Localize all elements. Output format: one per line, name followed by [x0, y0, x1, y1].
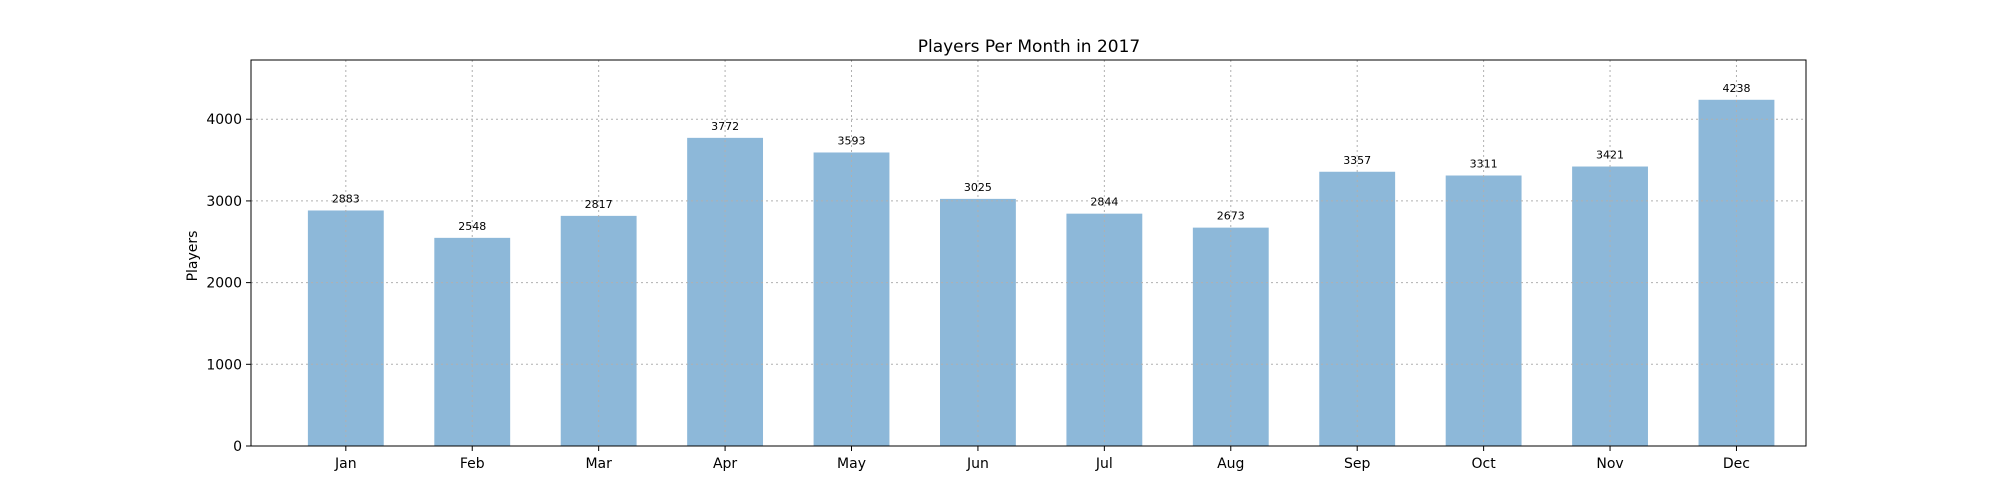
bar-dec: [1698, 99, 1775, 447]
bars-layer: [307, 99, 1775, 447]
x-tick-label: Mar: [585, 456, 612, 472]
value-label: 3593: [838, 134, 866, 147]
y-tick-label: 2000: [206, 276, 242, 292]
x-tick-label: Aug: [1217, 456, 1244, 472]
value-label: 2883: [332, 192, 360, 205]
value-label: 3421: [1596, 149, 1624, 162]
chart-title: Players Per Month in 2017: [918, 37, 1141, 57]
value-label: 4238: [1722, 82, 1750, 95]
y-tick-label: 0: [233, 439, 242, 455]
value-label: 2673: [1217, 210, 1245, 223]
y-tick-label: 1000: [206, 357, 242, 373]
x-tick-label: Jul: [1095, 456, 1113, 472]
bar-sep: [1319, 171, 1396, 446]
bar-jul: [1066, 213, 1143, 446]
x-tick-label: Apr: [713, 456, 737, 472]
value-label: 3772: [711, 120, 739, 133]
data-labels-layer: 2883 2548 2817 3772 3593 3025 2844 2673 3357 3311…: [332, 82, 1751, 233]
y-tick-label: 4000: [206, 112, 242, 128]
value-label: 3311: [1470, 158, 1498, 171]
x-tick-label: Dec: [1723, 456, 1750, 472]
value-label: 2844: [1090, 196, 1118, 209]
x-tick-label: Jun: [966, 456, 989, 472]
x-tick-label: Oct: [1472, 456, 1497, 472]
value-label: 2817: [585, 198, 613, 211]
x-axis-ticks: Jan Feb Mar Apr May Jun Jul Aug Sep Oct Nov Dec: [334, 446, 1750, 472]
y-axis-label: Players: [185, 231, 201, 282]
x-tick-label: Nov: [1596, 456, 1623, 472]
x-tick-label: Feb: [460, 456, 485, 472]
x-tick-label: May: [837, 456, 866, 472]
value-label: 3357: [1343, 154, 1371, 167]
x-tick-label: Jan: [334, 456, 357, 472]
plot-frame: [250, 59, 1807, 447]
value-label: 2548: [458, 220, 486, 233]
y-axis-ticks: 0 1000 2000 3000 4000: [206, 112, 251, 455]
value-label: 3025: [964, 181, 992, 194]
x-tick-label: Sep: [1344, 456, 1371, 472]
y-tick-label: 3000: [206, 194, 242, 210]
